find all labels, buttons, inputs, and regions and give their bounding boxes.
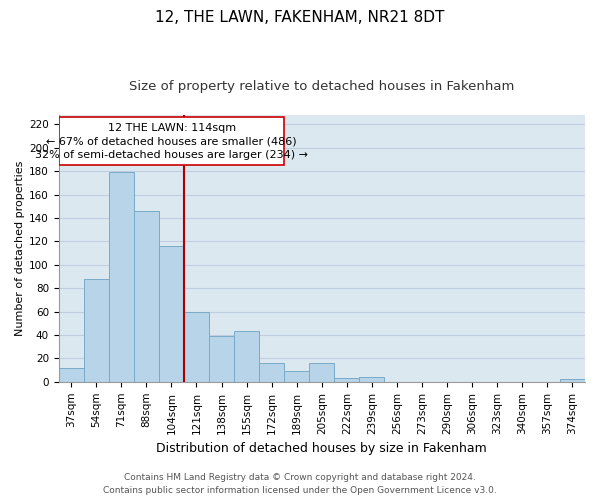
Bar — [234, 332, 259, 382]
Title: Size of property relative to detached houses in Fakenham: Size of property relative to detached ho… — [129, 80, 515, 93]
Bar — [209, 336, 234, 382]
Text: 32% of semi-detached houses are larger (234) →: 32% of semi-detached houses are larger (… — [35, 150, 308, 160]
Bar — [560, 380, 585, 382]
Bar — [159, 246, 184, 382]
Bar — [59, 118, 284, 166]
Text: 12, THE LAWN, FAKENHAM, NR21 8DT: 12, THE LAWN, FAKENHAM, NR21 8DT — [155, 10, 445, 25]
Bar — [184, 312, 209, 382]
Bar — [284, 372, 309, 382]
Y-axis label: Number of detached properties: Number of detached properties — [15, 160, 25, 336]
Bar — [59, 368, 84, 382]
Text: 12 THE LAWN: 114sqm: 12 THE LAWN: 114sqm — [107, 123, 236, 133]
Bar — [134, 211, 159, 382]
Bar — [334, 378, 359, 382]
Bar — [109, 172, 134, 382]
Text: ← 67% of detached houses are smaller (486): ← 67% of detached houses are smaller (48… — [46, 136, 297, 146]
Bar — [259, 363, 284, 382]
Bar — [84, 279, 109, 382]
X-axis label: Distribution of detached houses by size in Fakenham: Distribution of detached houses by size … — [157, 442, 487, 455]
Bar — [309, 363, 334, 382]
Bar — [359, 377, 385, 382]
Text: Contains HM Land Registry data © Crown copyright and database right 2024.
Contai: Contains HM Land Registry data © Crown c… — [103, 473, 497, 495]
